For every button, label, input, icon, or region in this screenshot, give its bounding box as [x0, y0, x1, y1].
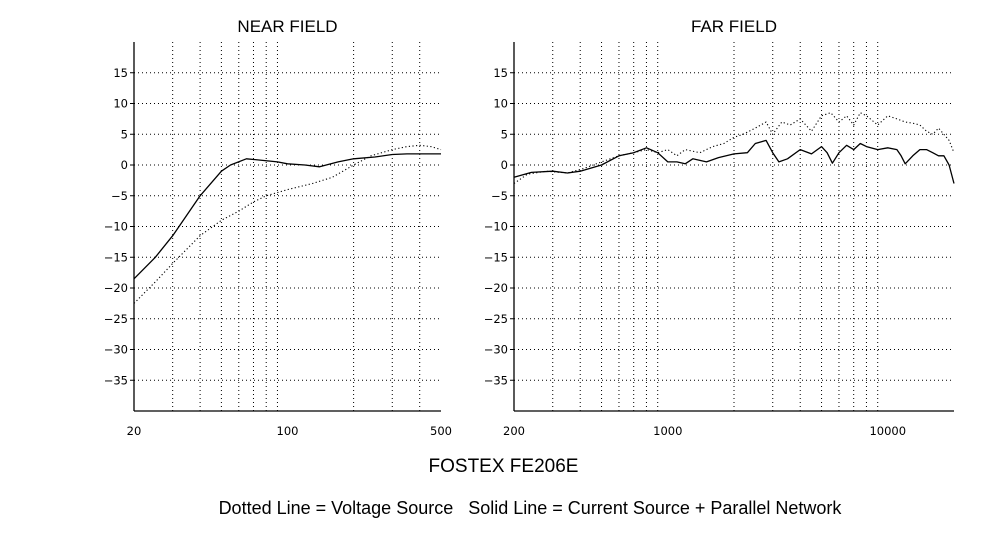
- far-y-tick-label: −35: [484, 373, 508, 387]
- near-y-tick-label: −30: [104, 343, 128, 357]
- far-y-tick-label: 0: [501, 158, 508, 172]
- far-y-tick-label: 5: [501, 127, 508, 141]
- near-y-tick-label: −20: [104, 281, 128, 295]
- near-x-tick-label: 100: [277, 424, 299, 438]
- far-y-tick-label: −5: [491, 189, 508, 203]
- far-y-tick-label: −10: [484, 220, 508, 234]
- far-x-tick-label: 200: [503, 424, 525, 438]
- far-series-solid-line: [513, 139, 955, 184]
- near-y-tick-label: −25: [104, 312, 128, 326]
- far-y-tick-label: 15: [493, 66, 508, 80]
- near-series-dotted-line: [133, 144, 442, 304]
- far-y-tick-label: 10: [493, 97, 508, 111]
- figure-caption: Dotted Line = Voltage Source Solid Line …: [218, 498, 842, 518]
- far-y-tick-label: −30: [484, 343, 508, 357]
- near-y-tick-label: 5: [121, 127, 128, 141]
- near-y-tick-label: −35: [104, 373, 128, 387]
- figure-title: FOSTEX FE206E: [428, 456, 579, 477]
- far-y-tick-label: −20: [484, 281, 508, 295]
- near-y-tick-label: −5: [111, 189, 128, 203]
- far-y-tick-label: −15: [484, 250, 508, 264]
- near-x-tick-label: 20: [127, 424, 142, 438]
- near-series-solid-line: [133, 153, 441, 280]
- near-y-tick-label: 0: [121, 158, 128, 172]
- far-y-tick-label: −25: [484, 312, 508, 326]
- near-panel-title: NEAR FIELD: [237, 17, 337, 36]
- near-y-tick-label: 10: [113, 97, 128, 111]
- near-y-tick-label: −15: [104, 250, 128, 264]
- near-y-tick-label: −10: [104, 220, 128, 234]
- near-y-tick-label: 15: [113, 66, 128, 80]
- far-panel-title: FAR FIELD: [691, 17, 777, 36]
- near-x-tick-label: 500: [430, 424, 452, 438]
- far-x-tick-label: 1000: [653, 424, 682, 438]
- far-x-tick-label: 10000: [869, 424, 906, 438]
